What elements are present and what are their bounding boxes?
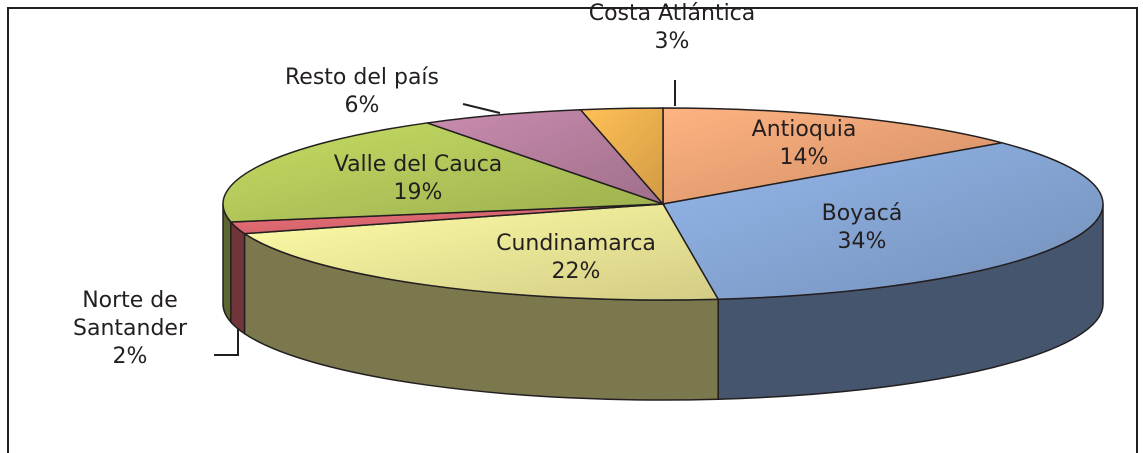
slice-value: 6% [344, 93, 380, 118]
slice-name: Boyacá [821, 201, 903, 226]
slice-label: Valle del Cauca 19% [334, 151, 503, 207]
slice-value: 14% [779, 145, 829, 170]
pie-slice [661, 142, 1104, 301]
slice-label: Antioquia 14% [752, 116, 857, 172]
slice-label: Resto del país 6% [285, 64, 439, 120]
frame [7, 7, 1138, 453]
slice-label: Costa Atlántica 3% [589, 0, 756, 56]
slice-value: 3% [654, 29, 690, 54]
slice-label: Boyacá 34% [822, 200, 903, 256]
leader-line [214, 328, 239, 356]
slice-name: Norte de Santander [73, 288, 187, 341]
pie-slice [578, 107, 664, 206]
pie-slice [662, 107, 1003, 205]
slice-value: 34% [837, 229, 887, 254]
pie-slice [222, 122, 664, 223]
slice-name: Valle del Cauca [333, 152, 503, 177]
leader-line [462, 103, 501, 114]
slice-name: Antioquia [751, 117, 857, 142]
pie-slice [242, 203, 720, 301]
slice-name: Cundinamarca [496, 231, 656, 256]
slice-value: 2% [112, 344, 148, 369]
slice-label: Norte de Santander 2% [65, 287, 195, 371]
slice-name: Costa Atlántica [588, 1, 756, 26]
pie-side [230, 219, 246, 336]
slice-value: 19% [393, 180, 443, 205]
slice-name: Resto del país [285, 65, 439, 90]
slice-value: 22% [551, 259, 601, 284]
pie-slice [426, 108, 666, 206]
slice-label: Cundinamarca 22% [496, 230, 656, 286]
